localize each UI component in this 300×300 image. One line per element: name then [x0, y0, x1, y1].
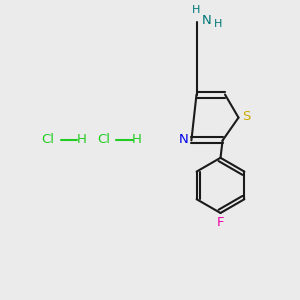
- Text: H: H: [214, 19, 223, 29]
- Text: F: F: [217, 215, 224, 229]
- Text: S: S: [242, 110, 251, 124]
- Text: N: N: [179, 133, 188, 146]
- Text: N: N: [202, 14, 212, 28]
- Text: Cl: Cl: [97, 133, 110, 146]
- Text: Cl: Cl: [41, 133, 55, 146]
- Text: H: H: [77, 133, 86, 146]
- Text: H: H: [132, 133, 142, 146]
- Text: H: H: [191, 4, 200, 15]
